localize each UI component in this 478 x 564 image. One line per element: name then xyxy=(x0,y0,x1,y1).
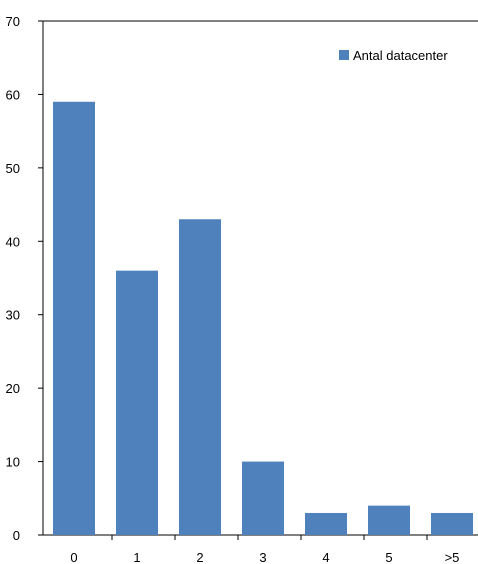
legend-swatch xyxy=(339,50,349,60)
x-tick-label: 1 xyxy=(133,550,140,564)
y-tick-label: 50 xyxy=(6,161,20,176)
y-tick-label: 60 xyxy=(6,87,20,102)
x-tick-label: 3 xyxy=(259,550,266,564)
y-tick-label: 10 xyxy=(6,455,20,470)
y-tick-label: 0 xyxy=(13,528,20,543)
x-tick-label: >5 xyxy=(445,550,460,564)
x-tick-label: 2 xyxy=(196,550,203,564)
bar-1 xyxy=(116,270,158,535)
bar-3 xyxy=(242,461,284,535)
bar->5 xyxy=(431,512,473,535)
legend: Antal datacenter xyxy=(339,48,448,63)
bars xyxy=(53,101,473,536)
bar-4 xyxy=(305,512,347,535)
y-tick-label: 20 xyxy=(6,381,20,396)
bar-0 xyxy=(53,101,95,536)
y-tick-label: 30 xyxy=(6,308,20,323)
x-tick-label: 0 xyxy=(70,550,77,564)
y-tick-label: 70 xyxy=(6,14,20,29)
y-tick-labels: 0 10 20 30 40 50 60 70 xyxy=(6,14,20,543)
y-tick-label: 40 xyxy=(6,234,20,249)
x-tick-label: 5 xyxy=(385,550,392,564)
bar-5 xyxy=(368,505,410,535)
x-tick-label: 4 xyxy=(322,550,329,564)
x-tick-labels: 0 1 2 3 4 5 >5 xyxy=(70,550,459,564)
bar-2 xyxy=(179,219,221,535)
legend-label: Antal datacenter xyxy=(353,48,448,63)
